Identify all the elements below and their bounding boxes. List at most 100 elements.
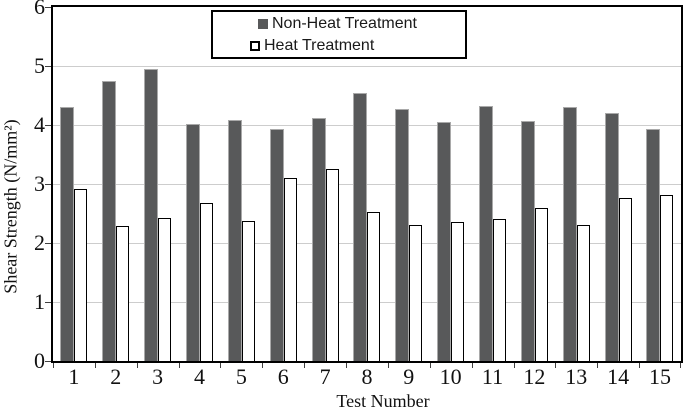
bar-non-heat-11 <box>479 106 494 361</box>
bar-non-heat-5 <box>227 120 242 361</box>
x-tick-label-7: 7 <box>319 364 331 389</box>
bar-heat-9 <box>409 224 423 361</box>
bar-heat-6 <box>283 178 297 361</box>
x-tick-label-6: 6 <box>277 364 289 389</box>
bar-non-heat-8 <box>353 92 368 361</box>
x-tick-label-11: 11 <box>481 364 504 389</box>
y-tick-5 <box>45 66 51 67</box>
bar-non-heat-3 <box>144 68 159 361</box>
x-tick-label-12: 12 <box>523 364 546 389</box>
bar-non-heat-9 <box>395 109 410 361</box>
y-tick-0 <box>45 361 51 362</box>
bar-non-heat-13 <box>562 106 577 361</box>
y-tick-label-5: 5 <box>34 53 45 78</box>
x-tick-2 <box>136 363 138 368</box>
x-tick-7 <box>346 363 348 368</box>
bar-group-6 <box>262 7 304 361</box>
x-tick-label-15: 15 <box>648 364 671 389</box>
x-tick-label-3: 3 <box>152 364 164 389</box>
x-tick-label-5: 5 <box>235 364 247 389</box>
bar-non-heat-4 <box>186 123 200 361</box>
y-tick-1 <box>45 302 51 303</box>
bar-non-heat-7 <box>311 117 326 361</box>
bar-heat-8 <box>367 211 381 361</box>
bar-non-heat-1 <box>60 107 75 361</box>
y-tick-label-3: 3 <box>34 171 45 196</box>
bar-non-heat-2 <box>102 80 117 361</box>
y-tick-6 <box>45 7 51 8</box>
bar-group-5 <box>220 7 262 361</box>
x-tick-8 <box>387 363 389 368</box>
y-tick-label-4: 4 <box>34 112 45 137</box>
bar-group-12 <box>513 7 555 361</box>
bar-heat-7 <box>325 168 339 361</box>
bar-non-heat-14 <box>604 113 619 361</box>
bar-heat-12 <box>534 208 548 361</box>
y-tick-label-2: 2 <box>34 230 45 255</box>
x-tick-9 <box>429 363 431 368</box>
x-tick-label-1: 1 <box>68 364 80 389</box>
y-tick-label-6: 6 <box>34 0 45 19</box>
bar-heat-10 <box>451 222 465 361</box>
bar-heat-15 <box>660 195 674 361</box>
bar-heat-1 <box>74 189 88 361</box>
bar-group-13 <box>555 7 597 361</box>
bar-group-11 <box>472 7 514 361</box>
x-tick-4 <box>220 363 222 368</box>
plot-area <box>51 5 683 363</box>
x-tick-label-14: 14 <box>607 364 630 389</box>
y-tick-2 <box>45 243 51 244</box>
bar-group-15 <box>639 7 681 361</box>
x-tick-label-10: 10 <box>439 364 462 389</box>
bar-group-9 <box>388 7 430 361</box>
bar-group-14 <box>597 7 639 361</box>
bar-non-heat-10 <box>437 122 452 361</box>
legend-label-non-heat: Non-Heat Treatment <box>272 14 417 32</box>
x-axis-title: Test Number <box>336 391 430 411</box>
bars-container <box>53 7 681 361</box>
x-tick-label-9: 9 <box>403 364 415 389</box>
x-tick-15 <box>680 363 681 368</box>
legend: Non-Heat Treatment Heat Treatment <box>211 10 467 59</box>
bar-heat-5 <box>241 221 255 361</box>
x-tick-1 <box>94 363 96 368</box>
bar-non-heat-12 <box>520 120 535 361</box>
x-tick-label-13: 13 <box>565 364 588 389</box>
x-tick-13 <box>597 363 599 368</box>
heat-swatch-icon <box>250 40 260 51</box>
y-tick-label-1: 1 <box>34 289 45 314</box>
non-heat-swatch-icon <box>258 18 268 29</box>
bar-non-heat-15 <box>646 129 661 361</box>
x-tick-0 <box>53 363 54 368</box>
legend-entry-non-heat: Non-Heat Treatment <box>213 13 465 35</box>
bar-group-8 <box>346 7 388 361</box>
bar-heat-13 <box>576 224 590 361</box>
x-tick-14 <box>639 363 641 368</box>
x-tick-5 <box>262 363 264 368</box>
gridline-5 <box>53 66 681 67</box>
legend-entry-heat: Heat Treatment <box>213 35 465 57</box>
y-tick-label-0: 0 <box>34 348 45 373</box>
bar-heat-11 <box>493 219 507 361</box>
y-tick-4 <box>45 125 51 126</box>
x-axis-tick-labels: 1 2 3 4 5 6 7 8 9 10 11 12 13 14 15 <box>53 365 681 391</box>
x-tick-label-8: 8 <box>361 364 373 389</box>
x-tick-12 <box>555 363 557 368</box>
bar-heat-14 <box>618 198 632 361</box>
bar-group-2 <box>95 7 137 361</box>
x-tick-11 <box>513 363 515 368</box>
bar-group-7 <box>304 7 346 361</box>
bar-heat-3 <box>158 217 172 361</box>
bar-group-1 <box>53 7 95 361</box>
x-tick-label-2: 2 <box>110 364 122 389</box>
x-tick-3 <box>178 363 180 368</box>
bar-group-10 <box>430 7 472 361</box>
bar-group-4 <box>179 7 221 361</box>
bar-heat-4 <box>200 203 213 361</box>
x-tick-10 <box>471 363 473 368</box>
bar-heat-2 <box>116 226 130 361</box>
x-tick-label-4: 4 <box>194 364 205 389</box>
y-tick-3 <box>45 184 51 185</box>
bar-non-heat-6 <box>269 129 284 361</box>
